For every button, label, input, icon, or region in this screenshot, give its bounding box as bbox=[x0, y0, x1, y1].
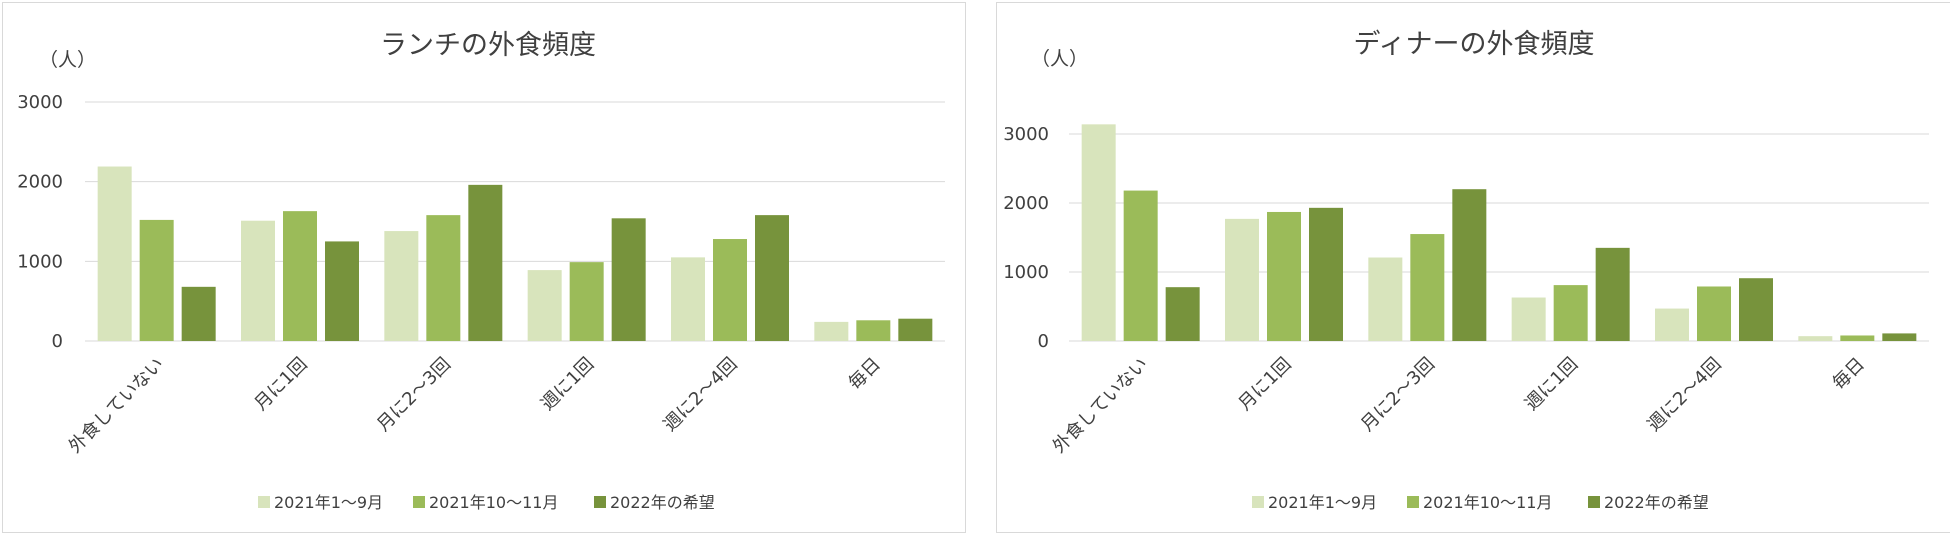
bar bbox=[713, 239, 747, 341]
bar bbox=[1739, 278, 1773, 341]
bar bbox=[1081, 124, 1116, 341]
bar bbox=[1452, 189, 1487, 341]
bar bbox=[1595, 247, 1630, 341]
chart-title: ランチの外食頻度 bbox=[380, 30, 596, 61]
bar bbox=[97, 166, 132, 341]
bar bbox=[1123, 190, 1158, 341]
bar bbox=[1697, 286, 1731, 341]
legend-swatch bbox=[413, 496, 425, 508]
bar bbox=[527, 270, 562, 341]
legend-item-label: 2022年の希望 bbox=[1604, 493, 1709, 512]
x-category-label: 月に1回 bbox=[1234, 354, 1295, 415]
x-category-label: 外食していない bbox=[1049, 354, 1153, 458]
y-axis-unit-label: （人） bbox=[1031, 48, 1088, 70]
lunch-chart: ランチの外食頻度 （人） 0 1000 2000 3000 外食していない 月に1回 月に2～3… bbox=[17, 30, 945, 512]
bar bbox=[1798, 336, 1833, 341]
bar bbox=[1410, 234, 1445, 341]
bar bbox=[671, 257, 705, 341]
bar bbox=[569, 262, 604, 341]
legend-item-label: 2021年10～11月 bbox=[429, 493, 558, 512]
y-tick-label: 2000 bbox=[17, 172, 63, 193]
bar bbox=[898, 318, 933, 341]
legend-swatch bbox=[1588, 496, 1600, 508]
x-category-label: 外食していない bbox=[65, 354, 169, 458]
y-tick-label: 0 bbox=[52, 331, 63, 352]
bar bbox=[1309, 207, 1343, 341]
bar bbox=[1553, 285, 1588, 341]
y-axis-unit-label: （人） bbox=[39, 49, 96, 71]
lunch-chart-panel: ランチの外食頻度 （人） 0 1000 2000 3000 外食していない 月に1回 月に2～3… bbox=[2, 2, 966, 533]
x-category-label: 週に2～4回 bbox=[660, 354, 742, 436]
bar bbox=[1882, 333, 1917, 341]
y-tick-label: 0 bbox=[1038, 331, 1049, 352]
x-category-label: 月に2～3回 bbox=[1357, 354, 1439, 436]
legend-swatch bbox=[1252, 496, 1264, 508]
bar bbox=[1655, 308, 1689, 341]
legend-swatch bbox=[594, 496, 606, 508]
y-tick-label: 3000 bbox=[17, 92, 63, 113]
x-category-label: 月に1回 bbox=[250, 354, 311, 415]
y-tick-label: 3000 bbox=[1003, 124, 1049, 145]
x-category-label: 月に2～3回 bbox=[373, 354, 455, 436]
y-tick-label: 1000 bbox=[1003, 262, 1049, 283]
bar bbox=[241, 220, 275, 341]
bar bbox=[1267, 211, 1301, 341]
legend-item-label: 2021年1～9月 bbox=[1268, 493, 1377, 512]
dinner-chart-panel: ディナーの外食頻度 （人） 0 1000 2000 3000 外食していない 月に1回 月に2～… bbox=[996, 2, 1950, 533]
legend-swatch bbox=[258, 496, 270, 508]
bar bbox=[384, 231, 419, 341]
dinner-chart: ディナーの外食頻度 （人） 0 1000 2000 3000 外食していない 月に1回 月に2～… bbox=[1003, 29, 1929, 512]
bar bbox=[426, 215, 461, 341]
bar bbox=[611, 218, 646, 341]
bar bbox=[755, 215, 789, 341]
bar bbox=[283, 211, 317, 341]
bar bbox=[325, 241, 359, 341]
legend-item-label: 2021年10～11月 bbox=[1423, 493, 1552, 512]
bar bbox=[139, 219, 174, 341]
bar bbox=[814, 321, 849, 341]
x-category-label: 毎日 bbox=[1829, 354, 1869, 394]
chart-title: ディナーの外食頻度 bbox=[1353, 29, 1594, 60]
bar bbox=[856, 320, 891, 341]
bar bbox=[468, 184, 503, 341]
x-category-label: 週に1回 bbox=[537, 354, 598, 415]
bar bbox=[1225, 218, 1259, 341]
bar bbox=[181, 286, 216, 341]
legend-item-label: 2021年1～9月 bbox=[274, 493, 383, 512]
bar bbox=[1511, 297, 1546, 341]
bar bbox=[1840, 335, 1875, 341]
x-category-label: 週に2～4回 bbox=[1644, 354, 1726, 436]
y-tick-label: 2000 bbox=[1003, 193, 1049, 214]
y-tick-label: 1000 bbox=[17, 251, 63, 272]
bar bbox=[1368, 257, 1403, 341]
x-category-label: 週に1回 bbox=[1521, 354, 1582, 415]
bar bbox=[1165, 287, 1200, 341]
legend-item-label: 2022年の希望 bbox=[610, 493, 715, 512]
x-category-label: 毎日 bbox=[845, 354, 885, 394]
legend-swatch bbox=[1407, 496, 1419, 508]
